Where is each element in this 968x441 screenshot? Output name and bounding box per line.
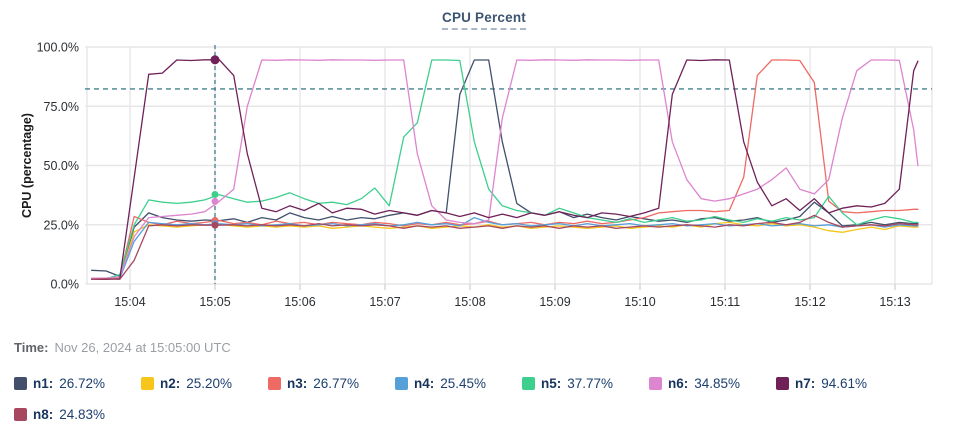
legend-swatch-n6	[649, 377, 662, 390]
series-line-n5[interactable]	[91, 59, 919, 280]
legend-value-n1: 26.72%	[59, 376, 106, 391]
legend-name-n3: n3:	[287, 376, 308, 391]
x-tick-label: 15:05	[199, 295, 230, 309]
chart-legend: n1: 26.72% n2: 25.20% n3: 26.77% n4: 25.45% n5: 3…	[14, 368, 954, 430]
legend-item-n7[interactable]: n7: 94.61%	[776, 368, 903, 399]
legend-item-n1[interactable]: n1: 26.72%	[14, 368, 141, 399]
legend-value-n5: 37.77%	[567, 376, 614, 391]
legend-swatch-n2	[141, 377, 154, 390]
legend-value-n7: 94.61%	[821, 376, 868, 391]
legend-swatch-n5	[522, 377, 535, 390]
legend-value-n2: 25.20%	[186, 376, 233, 391]
crosshair-marker-n6	[211, 197, 219, 205]
chart-header: CPU Percent	[0, 9, 968, 30]
legend-swatch-n8	[14, 408, 27, 421]
x-tick-label: 15:12	[794, 295, 825, 309]
legend-item-n8[interactable]: n8: 24.83%	[14, 399, 141, 430]
legend-name-n6: n6:	[668, 376, 689, 391]
legend-item-n6[interactable]: n6: 34.85%	[649, 368, 776, 399]
series-line-n8[interactable]	[91, 214, 919, 280]
x-tick-label: 15:07	[369, 295, 400, 309]
y-tick-label: 50.0%	[44, 159, 79, 173]
legend-item-n4[interactable]: n4: 25.45%	[395, 368, 522, 399]
chart-title[interactable]: CPU Percent	[442, 10, 526, 30]
y-tick-label: 25.0%	[44, 218, 79, 232]
series-line-n6[interactable]	[91, 59, 919, 279]
legend-item-n5[interactable]: n5: 37.77%	[522, 368, 649, 399]
legend-item-n2[interactable]: n2: 25.20%	[141, 368, 268, 399]
x-tick-label: 15:06	[284, 295, 315, 309]
y-axis-title: CPU (percentage)	[20, 113, 34, 218]
cpu-percent-chart[interactable]: 0.0% 25.0% 50.0% 75.0% 100.0% 15:04 15:05 15:06…	[0, 0, 968, 332]
x-tick-label: 15:09	[539, 295, 570, 309]
legend-name-n4: n4:	[414, 376, 435, 391]
series-line-n1[interactable]	[91, 59, 919, 278]
legend-name-n7: n7:	[795, 376, 816, 391]
legend-name-n8: n8:	[33, 407, 54, 422]
y-tick-label: 100.0%	[37, 41, 79, 55]
legend-value-n8: 24.83%	[59, 407, 106, 422]
crosshair-marker-n5	[211, 190, 219, 198]
legend-swatch-n4	[395, 377, 408, 390]
y-tick-label: 0.0%	[51, 278, 80, 292]
x-tick-label: 15:13	[879, 295, 910, 309]
legend-value-n6: 34.85%	[694, 376, 741, 391]
time-value: Nov 26, 2024 at 15:05:00 UTC	[54, 340, 231, 355]
legend-name-n1: n1:	[33, 376, 54, 391]
x-tick-label: 15:08	[454, 295, 485, 309]
time-label: Time:	[14, 340, 49, 355]
crosshair-marker-n8	[211, 221, 219, 229]
y-tick-label: 75.0%	[44, 100, 79, 114]
x-tick-label: 15:11	[710, 295, 740, 309]
x-tick-label: 15:10	[624, 295, 655, 309]
legend-swatch-n1	[14, 377, 27, 390]
legend-name-n5: n5:	[541, 376, 562, 391]
series-line-n7[interactable]	[91, 59, 919, 280]
legend-item-n3[interactable]: n3: 26.77%	[268, 368, 395, 399]
crosshair-marker-n7	[210, 55, 220, 65]
legend-value-n3: 26.77%	[313, 376, 360, 391]
legend-swatch-n7	[776, 377, 789, 390]
crosshair-time-row: Time: Nov 26, 2024 at 15:05:00 UTC	[14, 340, 231, 355]
legend-swatch-n3	[268, 377, 281, 390]
legend-name-n2: n2:	[160, 376, 181, 391]
x-tick-label: 15:04	[114, 295, 145, 309]
legend-value-n4: 25.45%	[440, 376, 487, 391]
